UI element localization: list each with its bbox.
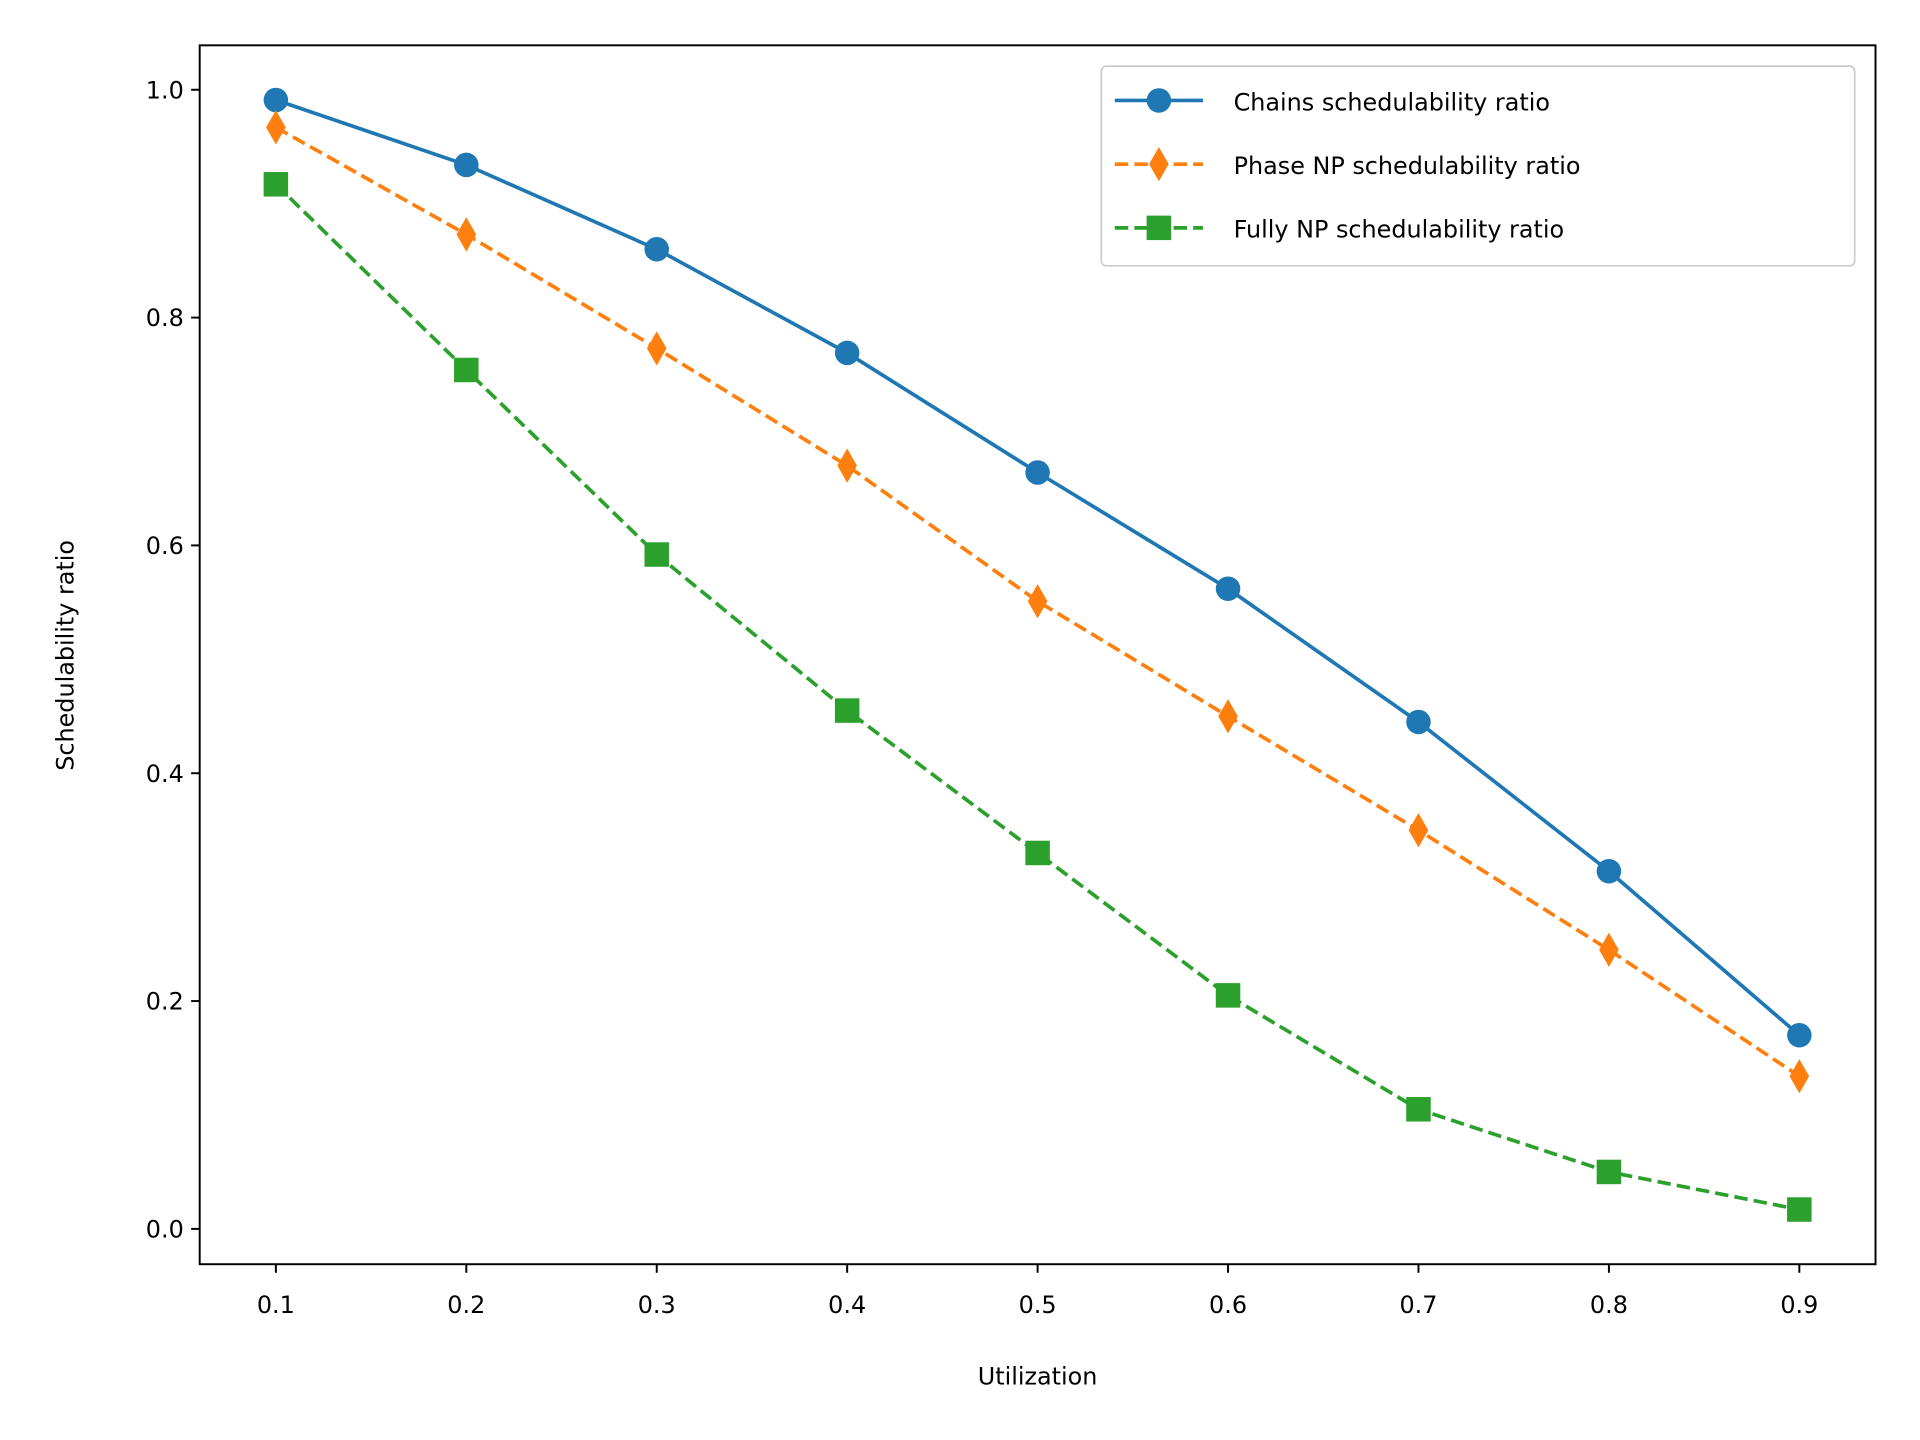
data-point-0 (1025, 460, 1050, 485)
data-point-2 (1596, 1159, 1622, 1185)
x-axis-label: Utilization (978, 1362, 1098, 1390)
x-tick-label: 0.8 (1590, 1291, 1628, 1319)
data-point-1 (646, 331, 667, 366)
data-point-1 (1789, 1059, 1810, 1094)
x-tick-label: 0.6 (1209, 1291, 1247, 1319)
data-point-1 (1218, 699, 1238, 734)
series-markers (263, 87, 1812, 1222)
x-axis-ticks: 0.1 0.2 0.3 0.4 0.5 0.6 0.7 0.8 0.9 (257, 1264, 1818, 1319)
data-point-0 (1596, 858, 1622, 884)
data-point-1 (837, 448, 857, 483)
data-point-0 (1215, 576, 1241, 601)
y-axis-ticks: 0.0 0.2 0.4 0.6 0.8 1.0 (146, 76, 200, 1243)
data-point-2 (834, 698, 860, 723)
y-tick-label: 0.8 (146, 304, 184, 332)
data-point-1 (456, 217, 477, 252)
series-line-2 (274, 182, 1800, 1212)
x-tick-label: 0.9 (1780, 1291, 1818, 1319)
x-tick-label: 0.2 (447, 1291, 485, 1319)
data-point-0 (1406, 709, 1431, 735)
series-line-1 (274, 125, 1801, 1078)
x-tick-label: 0.7 (1399, 1291, 1437, 1319)
data-point-1 (1599, 932, 1619, 967)
legend-box (1100, 65, 1856, 267)
x-tick-label: 0.1 (257, 1291, 295, 1319)
data-point-0 (644, 236, 669, 262)
data-point-2 (644, 542, 669, 567)
y-tick-label: 0.4 (146, 760, 184, 788)
data-point-1 (1408, 813, 1429, 848)
y-axis-label: Schedulability ratio (52, 540, 80, 771)
y-tick-label: 1.0 (146, 76, 184, 104)
y-tick-label: 0.6 (146, 532, 184, 560)
y-tick-label: 0.2 (146, 988, 184, 1016)
data-point-2 (1215, 983, 1241, 1008)
y-tick-label: 0.0 (146, 1215, 184, 1243)
data-point-0 (1787, 1022, 1812, 1048)
legend: Chains schedulability ratio Phase NP sche… (1100, 65, 1856, 267)
data-point-2 (1787, 1197, 1812, 1222)
legend-marker-2 (1146, 215, 1172, 241)
data-point-2 (1406, 1097, 1431, 1122)
x-tick-label: 0.4 (828, 1291, 866, 1319)
legend-label-1: Phase NP schedulability ratio (1234, 152, 1581, 180)
data-point-2 (1025, 840, 1050, 866)
x-tick-label: 0.3 (638, 1291, 676, 1319)
legend-label-2: Fully NP schedulability ratio (1234, 216, 1565, 244)
legend-label-0: Chains schedulability ratio (1234, 88, 1550, 116)
data-point-0 (263, 87, 289, 113)
data-point-2 (454, 357, 479, 383)
data-point-0 (834, 340, 860, 366)
legend-marker-0 (1146, 88, 1172, 113)
x-tick-label: 0.5 (1019, 1291, 1057, 1319)
data-point-2 (263, 172, 289, 197)
data-point-0 (454, 152, 479, 178)
